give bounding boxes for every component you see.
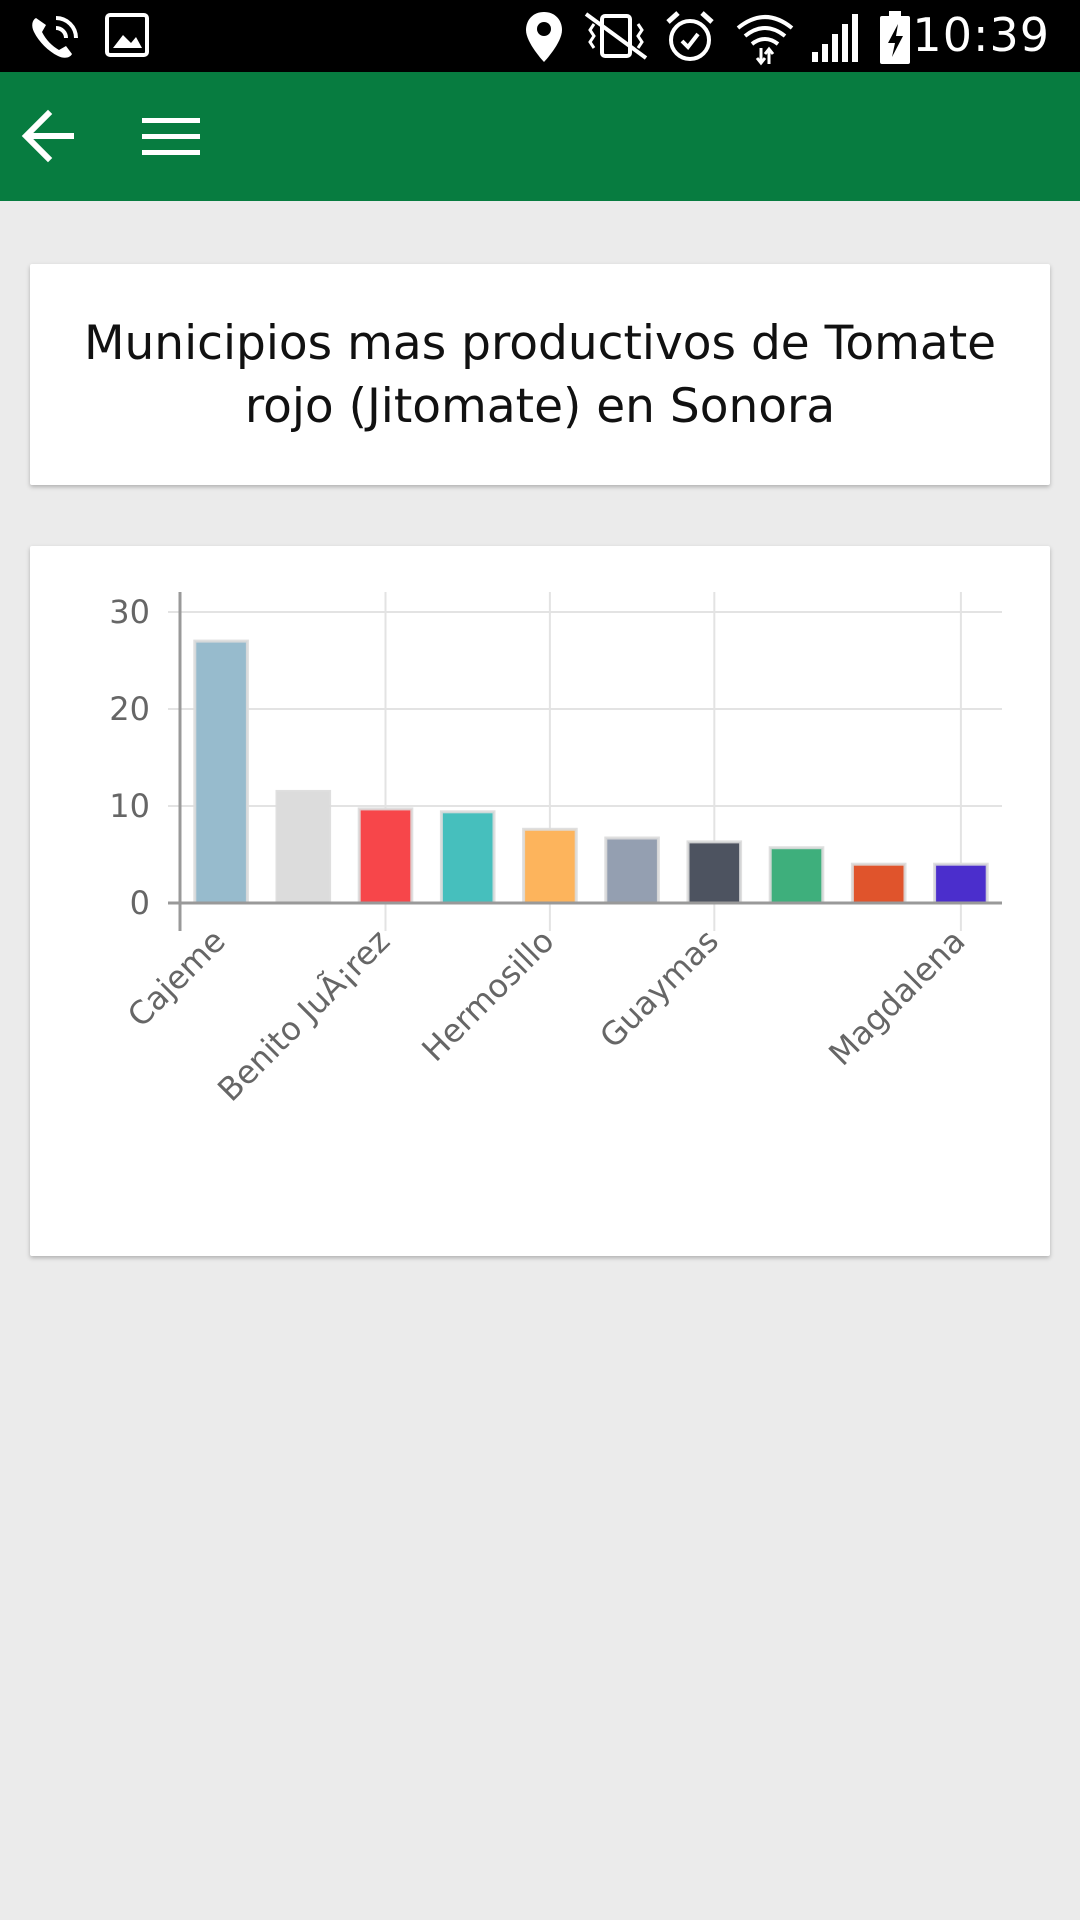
bar-3[interactable] bbox=[357, 807, 414, 905]
page-title: Municipios mas productivos de Tomate roj… bbox=[83, 315, 997, 434]
menu-button[interactable] bbox=[138, 104, 202, 168]
status-time: 10:39 bbox=[912, 8, 1050, 62]
y-tick-label: 10 bbox=[109, 787, 150, 825]
alarm-icon bbox=[664, 10, 716, 64]
x-tick-label: Hermosillo bbox=[414, 922, 561, 1069]
bar-7[interactable] bbox=[686, 840, 743, 905]
hamburger-menu-icon bbox=[142, 118, 200, 155]
bar-6[interactable] bbox=[604, 836, 660, 905]
bar-4[interactable] bbox=[439, 810, 496, 905]
battery-charging-icon bbox=[878, 10, 912, 66]
title-card: Municipios mas productivos de Tomate roj… bbox=[30, 264, 1050, 485]
bar-5[interactable] bbox=[522, 827, 578, 905]
arrow-left-icon bbox=[21, 109, 74, 163]
bar-10[interactable] bbox=[933, 862, 989, 905]
wifi-call-icon bbox=[26, 10, 82, 62]
x-tick-label: Benito JuÃ¡rez bbox=[210, 922, 397, 1109]
y-tick-label: 30 bbox=[109, 593, 150, 631]
wifi-icon bbox=[736, 10, 794, 66]
chart-card: 0 10 20 30 Cajeme Benito JuÃ¡rez Hermosillo Gua… bbox=[30, 546, 1050, 1256]
vibrate-icon bbox=[580, 10, 652, 62]
bar-1[interactable] bbox=[193, 639, 249, 905]
x-tick-label: Cajeme bbox=[120, 922, 233, 1035]
bar-2[interactable] bbox=[275, 789, 332, 905]
app-bar bbox=[0, 72, 1080, 201]
status-bar: 10:39 bbox=[0, 0, 1080, 72]
x-tick-label: Guaymas bbox=[592, 922, 726, 1056]
y-tick-label: 0 bbox=[130, 884, 150, 922]
bar-9[interactable] bbox=[850, 862, 907, 905]
back-button[interactable] bbox=[18, 104, 82, 168]
location-icon bbox=[522, 10, 566, 64]
y-tick-label: 20 bbox=[109, 690, 150, 728]
bar-8[interactable] bbox=[768, 846, 825, 905]
signal-icon bbox=[810, 10, 862, 64]
image-icon bbox=[104, 10, 150, 60]
x-tick-label: Magdalena bbox=[821, 922, 972, 1073]
